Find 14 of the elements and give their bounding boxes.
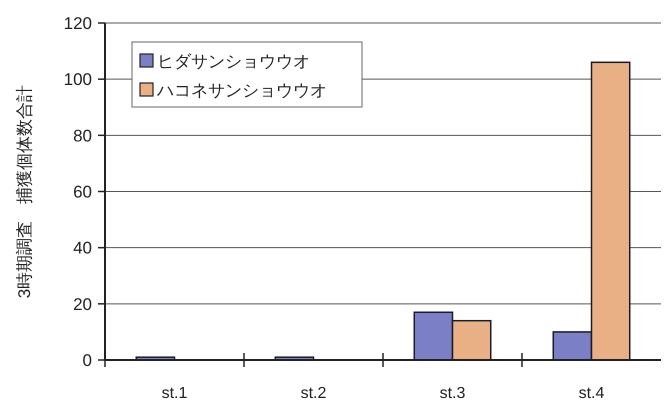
y-tick-label: 0 bbox=[82, 351, 92, 370]
y-axis-title: 3時期調査 捕獲個体数合計 bbox=[15, 84, 34, 298]
x-tick-label: st.4 bbox=[578, 385, 604, 402]
y-tick-label: 60 bbox=[73, 182, 92, 202]
y-tick-label: 120 bbox=[64, 14, 92, 33]
x-tick-label: st.3 bbox=[440, 385, 466, 402]
y-tick-label: 20 bbox=[73, 294, 92, 314]
x-tick-label: st.2 bbox=[300, 385, 326, 402]
legend-label: ヒダサンショウウオ bbox=[157, 52, 310, 71]
y-tick-label: 100 bbox=[64, 70, 92, 90]
x-tick-label: st.1 bbox=[162, 385, 188, 402]
y-tick-label: 40 bbox=[73, 238, 92, 258]
y-tick-label: 80 bbox=[73, 126, 92, 146]
legend-label: ハコネサンショウウオ bbox=[156, 81, 327, 100]
